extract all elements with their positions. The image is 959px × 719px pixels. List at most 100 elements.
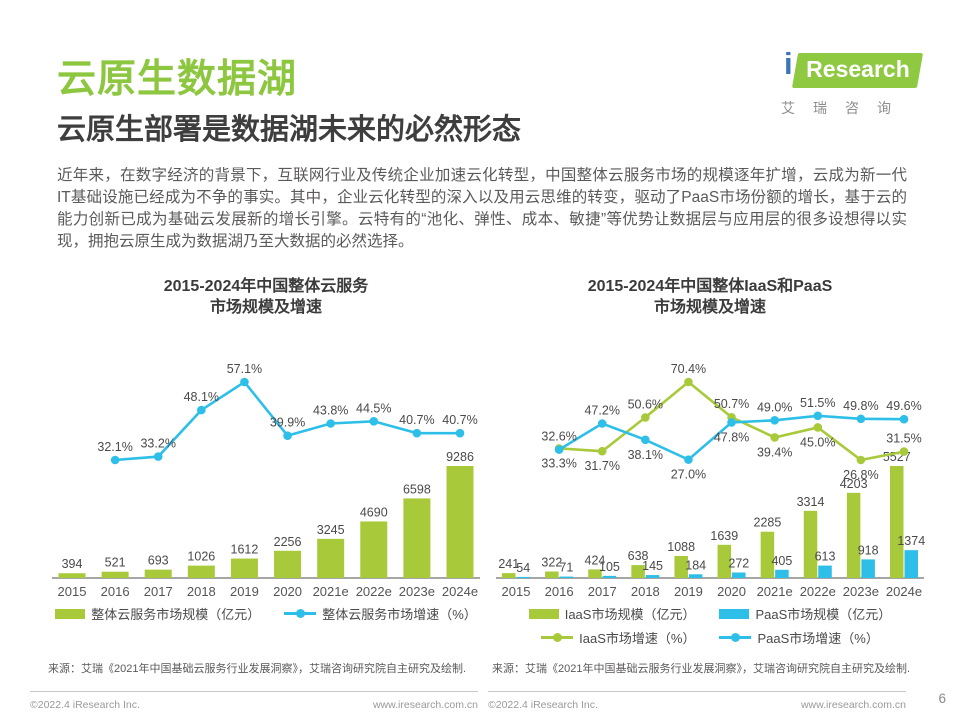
bar (588, 569, 602, 578)
legend-item: PaaS市场规模（亿元） (719, 604, 891, 623)
bar-value-label: 2285 (754, 516, 782, 530)
growth-point (554, 445, 564, 454)
bar (360, 521, 388, 578)
growth-value-label: 47.2% (584, 404, 619, 418)
year-label: 2017 (588, 584, 617, 599)
cloud-market-chart-section: 2015-2024年中国整体云服务 市场规模及增速 394 521 693 1026 1… (48, 268, 484, 676)
bar-value-label: 3245 (317, 523, 345, 537)
growth-value-label: 33.2% (140, 437, 175, 451)
year-label: 2022e (356, 584, 392, 599)
legend-label: PaaS市场规模（亿元） (755, 607, 892, 622)
growth-point (369, 417, 379, 426)
year-label: 2018 (631, 584, 660, 599)
growth-value-label: 48.1% (184, 390, 219, 404)
growth-value-label: 50.7% (714, 397, 749, 411)
growth-point (770, 433, 779, 442)
bar (317, 538, 345, 578)
year-label: 2024e (886, 584, 922, 599)
bar (688, 574, 703, 578)
bar (717, 544, 732, 578)
year-label: 2018 (187, 584, 216, 599)
bar-value-label: 2256 (274, 535, 302, 549)
growth-value-label: 57.1% (227, 362, 262, 376)
bar (274, 550, 302, 578)
growth-point (197, 405, 206, 415)
legend-item: IaaS市场规模（亿元） (528, 604, 696, 623)
bar (674, 555, 688, 578)
copyright-text: ©2022.4 iResearch Inc. (30, 699, 140, 711)
charts-row: 2015-2024年中国整体云服务 市场规模及增速 394 521 693 1026 1… (48, 268, 930, 676)
legend-label: 整体云服务市场增速（%） (322, 607, 477, 622)
growth-value-label: 39.4% (757, 445, 792, 459)
growth-value-label: 32.1% (97, 440, 132, 454)
cloud-market-chart-legend: 整体云服务市场规模（亿元） 整体云服务市场增速（%） (48, 604, 484, 650)
bar-value-label: 521 (105, 556, 126, 570)
year-label: 2015 (502, 584, 531, 599)
year-label: 2023e (399, 584, 435, 599)
legend-label: IaaS市场增速（%） (579, 631, 696, 646)
bar (760, 531, 775, 578)
bar (803, 510, 818, 578)
bar-value-label: 1612 (231, 543, 259, 557)
legend-label: PaaS市场增速（%） (757, 631, 879, 646)
bar-value-label: 4203 (840, 477, 868, 491)
line-swatch (719, 633, 752, 642)
cloud-market-chart-source: 来源：艾瑞《2021年中国基础云服务行业发展洞察》，艾瑞咨询研究院自主研究及绘制… (48, 663, 467, 675)
growth-point (326, 419, 335, 428)
iaas-paas-chart-title: 2015-2024年中国整体IaaS和PaaS 市场规模及增速 (587, 278, 833, 316)
bar-value-label: 1088 (667, 540, 695, 554)
bar (890, 466, 904, 578)
growth-value-label: 26.8% (843, 468, 878, 482)
intro-paragraph: 近年来，在数字经济的背景下，互联网行业及传统企业加速云化转型，中国整体云服务市场… (57, 167, 907, 250)
growth-value-label: 31.5% (886, 432, 921, 446)
line-swatch (284, 609, 317, 618)
bar (58, 573, 86, 578)
legend-item: 整体云服务市场规模（亿元） (55, 604, 260, 623)
bar (904, 550, 918, 578)
logo-chinese-name: 艾瑞咨询 (781, 100, 909, 116)
bar (101, 571, 129, 578)
page-subtitle: 云原生部署是数据湖未来的必然形态 (57, 114, 522, 146)
year-label: 2021e (313, 584, 349, 599)
bar-value-label: 145 (642, 559, 663, 573)
growth-value-label: 49.0% (757, 400, 792, 414)
growth-point (684, 377, 693, 387)
bar-value-label: 241 (498, 557, 519, 571)
bar (446, 466, 474, 578)
year-label: 2024e (442, 584, 478, 599)
year-label: 2019 (674, 584, 703, 599)
logo-i-letter: i (784, 46, 793, 81)
line-swatch (541, 633, 574, 642)
bar (645, 575, 660, 578)
growth-point (856, 414, 866, 424)
bar-value-label: 105 (599, 560, 620, 574)
growth-point (899, 447, 909, 456)
growth-point (813, 423, 823, 432)
year-label: 2019 (230, 584, 259, 599)
bar (775, 569, 789, 578)
bar (559, 576, 574, 578)
logo-wordmark-text: Research (806, 56, 910, 82)
growth-value-label: 32.6% (541, 430, 576, 444)
year-label: 2016 (545, 584, 574, 599)
website-text: www.iresearch.com.cn (800, 699, 906, 711)
bar (502, 573, 516, 578)
growth-value-label: 44.5% (356, 401, 391, 415)
year-label: 2021e (757, 584, 793, 599)
bar-value-label: 71 (559, 561, 573, 575)
legend-label: IaaS市场规模（亿元） (564, 607, 696, 622)
growth-point (856, 455, 866, 465)
growth-value-label: 33.3% (541, 456, 576, 470)
iaas-paas-chart-section: 2015-2024年中国整体IaaS和PaaS 市场规模及增速 241 322 42… (492, 268, 928, 676)
growth-value-label: 45.0% (800, 435, 835, 449)
growth-value-label: 31.7% (584, 459, 619, 473)
bar (846, 492, 861, 578)
growth-point (899, 414, 909, 424)
growth-point (110, 455, 120, 465)
growth-value-label: 38.1% (628, 448, 663, 462)
logo-wordmark: Research (791, 53, 923, 88)
bar (732, 572, 746, 578)
bar (861, 559, 875, 578)
